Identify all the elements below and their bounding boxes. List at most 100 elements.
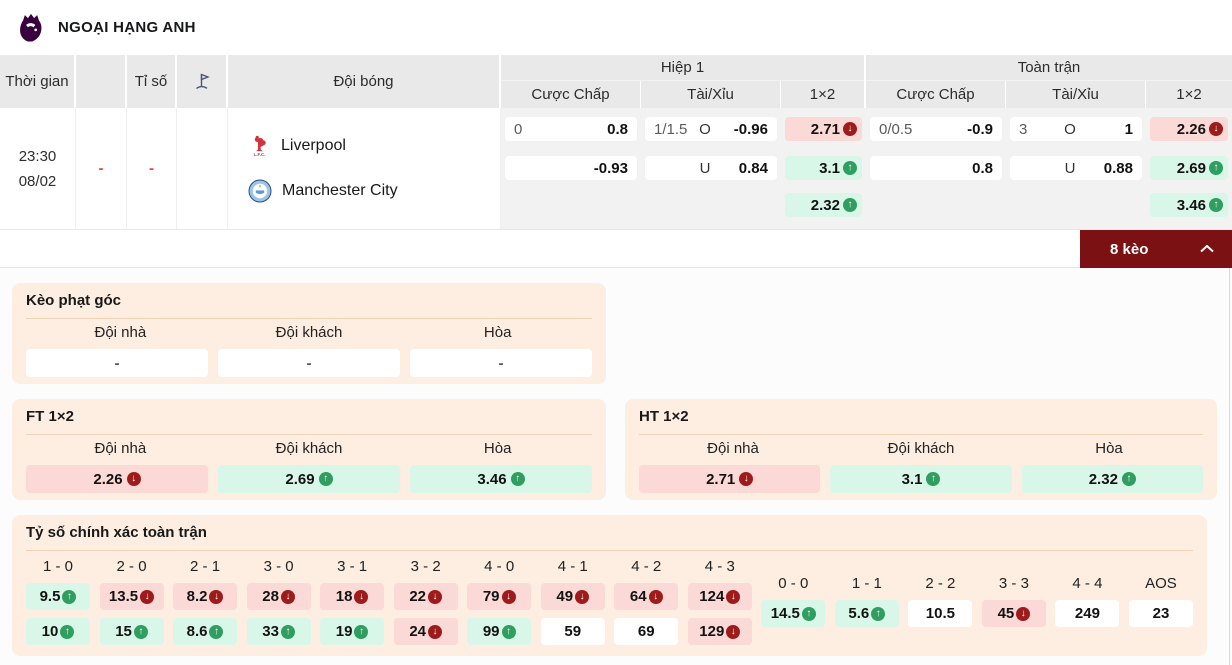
- trend-icon: [280, 589, 295, 604]
- trend-icon: [843, 198, 857, 212]
- col-header-handicap-h1: Cược Chấp: [501, 81, 641, 108]
- odds-value: 2.69: [285, 470, 315, 488]
- trend-icon: [126, 472, 141, 486]
- odds-cell[interactable]: 124: [687, 583, 752, 610]
- odds-value: 2.71: [706, 470, 736, 488]
- score-label: 2 - 0: [116, 558, 147, 575]
- odds-value: 45: [997, 605, 1015, 622]
- odds-cell[interactable]: -: [410, 349, 592, 377]
- odds-cell[interactable]: 59: [540, 618, 605, 645]
- odds-cell[interactable]: -0.93: [505, 156, 637, 180]
- away-team[interactable]: Manchester City: [248, 179, 398, 203]
- trend-icon: [739, 472, 754, 486]
- col-header-handicap-ft: Cược Chấp: [866, 81, 1006, 108]
- odds-cell[interactable]: 0 0.8: [505, 117, 637, 141]
- odds-cell[interactable]: 13.5: [99, 583, 164, 610]
- odds-cell[interactable]: 33: [246, 618, 311, 645]
- odds-cell[interactable]: 18: [320, 583, 385, 610]
- odds-cell[interactable]: 3.1: [785, 156, 862, 180]
- odds-cell[interactable]: 3.46: [410, 465, 592, 493]
- odds-cell[interactable]: 8.2: [173, 583, 238, 610]
- trend-icon: [62, 589, 77, 604]
- odds-cell[interactable]: 22: [393, 583, 458, 610]
- odds-cell[interactable]: 15: [99, 618, 164, 645]
- odds-value: 2.69: [1176, 159, 1206, 177]
- odds-cell[interactable]: 2.26: [1150, 117, 1228, 141]
- odds-cell[interactable]: 24: [393, 618, 458, 645]
- trend-icon: [354, 624, 369, 639]
- col-header-1x2-ft: 1×2: [1176, 86, 1202, 103]
- odds-cell[interactable]: 1/1.5 O -0.96: [645, 117, 777, 141]
- odds-cell[interactable]: 3.1: [830, 465, 1012, 493]
- odds-cell[interactable]: U 0.84: [645, 156, 777, 180]
- odds-value: 0.88: [1103, 159, 1133, 177]
- score-label: 3 - 3: [998, 575, 1029, 592]
- chevron-up-icon: [1200, 245, 1214, 253]
- odds-cell[interactable]: 23: [1128, 600, 1193, 627]
- odds-cell[interactable]: 2.69: [1150, 156, 1228, 180]
- odds-cell[interactable]: 2.71: [785, 117, 862, 141]
- trend-icon: [1016, 606, 1031, 621]
- score-label: 2 - 2: [925, 575, 956, 592]
- odds-value: 22: [409, 588, 426, 605]
- odds-cell[interactable]: 2.32: [785, 193, 862, 217]
- odds-value: 15: [115, 623, 132, 640]
- odds-cell[interactable]: 2.71: [639, 465, 821, 493]
- odds-cell[interactable]: 64: [614, 583, 679, 610]
- draw-score-column: 4 - 4 249: [1055, 557, 1120, 645]
- col-header-overunder-h1: Tài/Xỉu: [641, 81, 781, 108]
- col-home-label: Đội nhà: [94, 324, 147, 341]
- odds-cell[interactable]: 129: [687, 618, 752, 645]
- odds-value: 5.6: [848, 605, 870, 622]
- score-column: 4 - 0 79 99: [467, 557, 532, 645]
- odds-value: 59: [564, 623, 582, 640]
- odds-value: 124: [699, 588, 725, 605]
- odds-cell[interactable]: -: [26, 349, 208, 377]
- odds-cell[interactable]: 0.8: [870, 156, 1002, 180]
- trend-icon: [354, 589, 369, 604]
- extra-markets: Kèo phạt góc Đội nhà Đội khách Hòa - - -…: [0, 268, 1232, 665]
- odds-cell[interactable]: 5.6: [834, 600, 899, 627]
- ht-1x2-section: HT 1×2 Đội nhà Đội khách Hòa 2.71 3.1 2.…: [625, 399, 1217, 500]
- odds-cell[interactable]: 45: [981, 600, 1046, 627]
- odds-cell[interactable]: 69: [614, 618, 679, 645]
- odds-value: 79: [482, 588, 500, 605]
- odds-cell[interactable]: 249: [1055, 600, 1120, 627]
- odds-value: 129: [699, 623, 725, 640]
- odds-cell[interactable]: 2.32: [1021, 465, 1203, 493]
- odds-cell[interactable]: 9.5: [26, 583, 90, 610]
- more-odds-button[interactable]: 8 kèo: [1080, 230, 1232, 268]
- divider: [26, 550, 1193, 551]
- trend-icon: [1209, 122, 1223, 136]
- odds-cell[interactable]: 19: [320, 618, 385, 645]
- odds-cell[interactable]: 28: [246, 583, 311, 610]
- home-team[interactable]: L.F.C. Liverpool: [248, 134, 346, 158]
- odds-cell[interactable]: 10.5: [908, 600, 973, 627]
- divider: [639, 434, 1203, 435]
- man-city-crest-icon: [248, 179, 272, 203]
- odds-cell[interactable]: 3.46: [1150, 193, 1228, 217]
- odds-cell[interactable]: 8.6: [173, 618, 238, 645]
- more-odds-label: 8 kèo: [1110, 240, 1149, 258]
- odds-cell[interactable]: 49: [540, 583, 605, 610]
- odds-value: 9.5: [39, 588, 61, 605]
- group-header-fulltime: Toàn trận Cược Chấp Tài/Xỉu 1×2: [866, 55, 1232, 108]
- scrollbar-track[interactable]: [1229, 268, 1230, 665]
- odds-cell[interactable]: 3 O 1: [1010, 117, 1142, 141]
- odds-value: 24: [409, 623, 426, 640]
- home-team-name: Liverpool: [281, 137, 346, 154]
- odds-cell[interactable]: U 0.88: [1010, 156, 1142, 180]
- odds-cell[interactable]: 2.26: [26, 465, 208, 493]
- trend-icon: [1121, 472, 1136, 486]
- col-draw-label: Hòa: [1095, 440, 1123, 457]
- odds-cell[interactable]: 0/0.5 -0.9: [870, 117, 1002, 141]
- odds-cell[interactable]: -: [218, 349, 400, 377]
- odds-cell[interactable]: 14.5: [761, 600, 826, 627]
- match-time: 23:30 08/02: [0, 108, 76, 229]
- odds-cell[interactable]: 2.69: [218, 465, 400, 493]
- trend-icon: [648, 589, 663, 604]
- odds-cell[interactable]: 79: [467, 583, 532, 610]
- odds-cell[interactable]: 99: [467, 618, 532, 645]
- divider: [26, 318, 592, 319]
- odds-cell[interactable]: 10: [26, 618, 90, 645]
